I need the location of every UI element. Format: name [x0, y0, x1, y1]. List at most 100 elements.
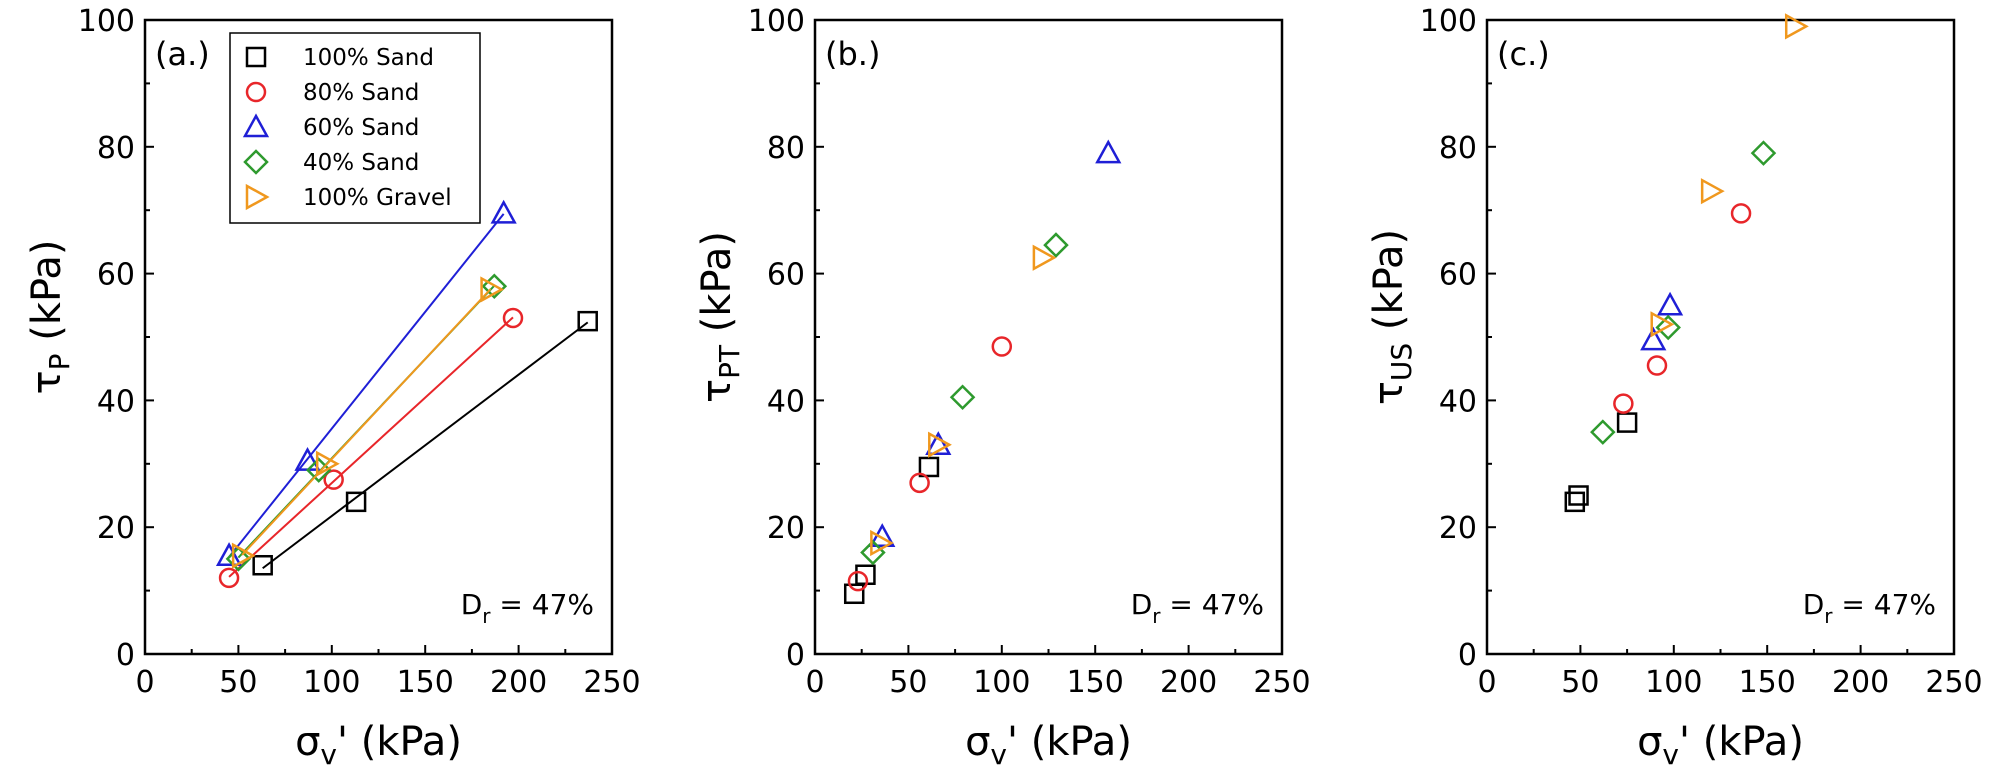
y-tick-label: 80 [97, 131, 135, 166]
fit-line-100pct-gravel [241, 288, 492, 556]
plot-frame [1485, 18, 1956, 656]
fit-line-100pct-sand [262, 321, 589, 570]
point-80pct-sand [847, 570, 869, 592]
series-100pct-sand [252, 310, 598, 576]
legend-label-100pct-sand: 100% Sand [303, 45, 434, 71]
point-80pct-sand [1646, 355, 1668, 376]
panel-label: (c.) [1497, 35, 1550, 73]
legend-label-80pct-sand: 80% Sand [303, 80, 419, 106]
x-tick-label: 250 [1253, 665, 1310, 700]
y-tick-label: 40 [767, 384, 805, 419]
point-80pct-sand [1613, 393, 1634, 414]
legend-label-60pct-sand: 60% Sand [303, 115, 419, 141]
legend: 100% Sand 80% Sand 60% Sand 40% Sand 100% Gr… [229, 32, 481, 224]
point-40pct-sand [225, 546, 252, 572]
y-tick-label: 20 [1439, 511, 1477, 546]
x-tick-label: 50 [889, 665, 927, 700]
legend-label-40pct-sand: 40% Sand [303, 150, 419, 176]
legend-marker-40pct-sand [243, 149, 269, 175]
point-100pct-sand [1568, 485, 1589, 506]
y-tick-label: 100 [1420, 4, 1477, 39]
point-100pct-gravel [1032, 244, 1057, 271]
y-tick-label: 80 [1439, 131, 1477, 166]
series-40pct-sand [1590, 140, 1777, 445]
series-80pct-sand [218, 307, 524, 589]
point-80pct-sand [991, 336, 1013, 357]
point-100pct-gravel [870, 529, 894, 557]
point-100pct-sand [252, 554, 273, 576]
dr-annotation: Dr = 47% [461, 588, 594, 628]
plot-frame [813, 18, 1284, 656]
point-100pct-sand [577, 310, 598, 332]
point-100pct-sand [1564, 491, 1586, 513]
panel-label: (a.) [155, 35, 210, 73]
x-tick-label: 200 [1160, 665, 1217, 700]
legend-marker-60pct-sand [242, 113, 270, 138]
series-80pct-sand [847, 336, 1013, 592]
point-100pct-gravel [231, 542, 256, 569]
x-axis-label: σv' (kPa) [295, 719, 462, 771]
point-80pct-sand [502, 307, 524, 329]
point-40pct-sand [1655, 314, 1681, 341]
y-tick-label: 0 [786, 638, 805, 673]
y-tick-label: 60 [767, 258, 805, 293]
point-40pct-sand [949, 384, 976, 410]
series-80pct-sand [1613, 203, 1752, 414]
point-100pct-gravel [480, 276, 505, 303]
y-tick-label: 60 [1439, 258, 1477, 293]
series-100pct-sand [1564, 412, 1638, 513]
y-tick-label: 20 [767, 511, 805, 546]
x-tick-label: 0 [135, 665, 154, 700]
legend-marker-100pct-sand [245, 46, 267, 68]
fit-line-80pct-sand [228, 316, 514, 578]
series-100pct-sand [843, 456, 940, 605]
point-100pct-sand [918, 456, 940, 478]
chart-panel-3: 0 50 100 150 200 250 0 20 40 60 80 100 σv' (kPa) τUS … [1366, 4, 1983, 771]
y-tick-label: 20 [97, 511, 135, 546]
point-60pct-sand [1640, 326, 1667, 351]
x-tick-label: 100 [303, 665, 360, 700]
point-100pct-gravel [1700, 178, 1725, 205]
legend-label-100pct-gravel: 100% Gravel [303, 185, 452, 211]
point-100pct-sand [843, 583, 865, 605]
x-axis-label: σv' (kPa) [965, 719, 1132, 771]
x-tick-label: 100 [973, 665, 1030, 700]
y-tick-label: 60 [97, 258, 135, 293]
point-80pct-sand [218, 567, 240, 589]
point-40pct-sand [1043, 232, 1069, 258]
x-tick-label: 0 [1477, 665, 1496, 700]
fit-line-60pct-sand [228, 213, 505, 558]
point-80pct-sand [1730, 203, 1752, 224]
y-tick-label: 80 [767, 131, 805, 166]
point-100pct-sand [1616, 412, 1638, 433]
x-axis-label: σv' (kPa) [1637, 719, 1804, 771]
point-80pct-sand [909, 472, 930, 494]
y-tick-label: 100 [78, 4, 135, 39]
point-100pct-gravel [1784, 13, 1809, 40]
dr-annotation: Dr = 47% [1803, 588, 1936, 628]
series-100pct-gravel [231, 276, 505, 569]
x-tick-label: 150 [1739, 665, 1796, 700]
y-tick-label: 0 [1458, 638, 1477, 673]
x-tick-label: 150 [397, 665, 454, 700]
point-60pct-sand [925, 431, 952, 456]
y-tick-label: 40 [1439, 384, 1477, 419]
point-80pct-sand [323, 469, 344, 490]
x-tick-label: 100 [1645, 665, 1702, 700]
point-60pct-sand [490, 199, 517, 224]
y-tick-label: 0 [116, 638, 135, 673]
x-tick-label: 50 [1561, 665, 1599, 700]
legend-box [229, 32, 481, 224]
point-100pct-sand [345, 491, 367, 513]
chart-panel-2: 0 50 100 150 200 250 0 20 40 60 80 100 σv' (kPa) τPT … [694, 4, 1311, 771]
point-60pct-sand [215, 542, 243, 566]
x-tick-label: 200 [490, 665, 547, 700]
point-100pct-gravel [1650, 311, 1675, 338]
x-tick-label: 200 [1832, 665, 1889, 700]
legend-marker-100pct-gravel [245, 183, 270, 211]
point-100pct-gravel [315, 450, 340, 477]
series-100pct-gravel [1650, 13, 1809, 338]
series-60pct-sand [215, 199, 517, 566]
legend-marker-80pct-sand [245, 81, 267, 103]
